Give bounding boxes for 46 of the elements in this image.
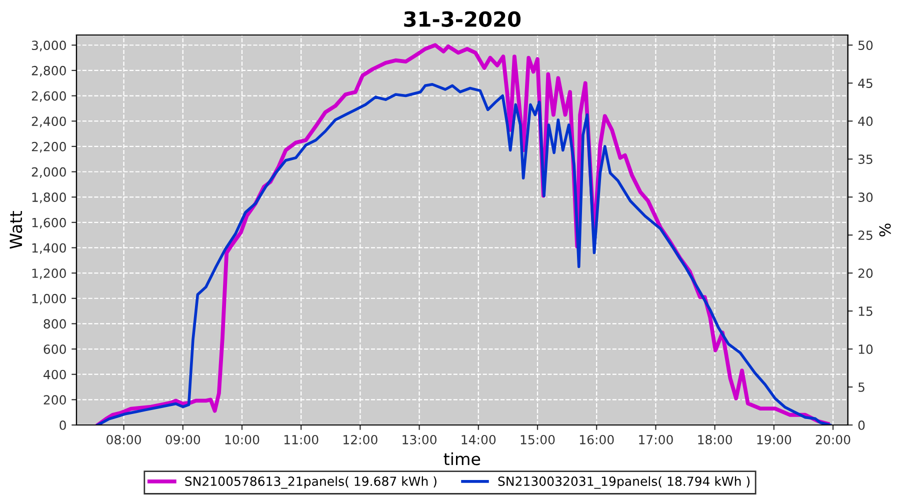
x-tick-label: 10:00 — [225, 434, 260, 444]
legend-label: SN2130032031_19panels( 18.794 kWh ) — [498, 476, 750, 489]
y-tick-label: 1,200 — [32, 268, 66, 280]
y-tick-label: 400 — [44, 370, 66, 380]
legend-label: SN2100578613_21panels( 19.687 kWh ) — [185, 476, 436, 489]
x-tick-label: 12:00 — [344, 434, 378, 444]
y2-tick-label: 50 — [858, 40, 873, 50]
x-tick-label: 16:00 — [580, 434, 614, 444]
y2-tick-label: 20 — [858, 268, 873, 278]
y2-tick-label: 45 — [858, 78, 872, 88]
x-tick-label: 18:00 — [698, 434, 732, 444]
x-tick-label: 15:00 — [520, 434, 555, 444]
y-tick-label: 800 — [44, 319, 66, 329]
y2-tick-label: 35 — [858, 154, 872, 164]
x-tick-label: 14:00 — [462, 434, 496, 444]
y2-tick-label: 15 — [858, 306, 872, 316]
y-tick-label: 0 — [60, 420, 66, 430]
chart-title: 31-3-2020 — [404, 11, 521, 27]
y-tick-label: 1,800 — [32, 192, 66, 204]
y2-tick-label: 25 — [858, 230, 872, 240]
x-tick-label: 19:00 — [757, 434, 792, 444]
y-tick-label: 2,800 — [32, 66, 66, 77]
x-tick-label: 09:00 — [166, 434, 200, 444]
y-axis-title: Watt — [10, 211, 22, 249]
y-tick-label: 2,600 — [32, 91, 66, 102]
y2-tick-label: 5 — [858, 382, 864, 392]
y-tick-label: 2,200 — [32, 142, 66, 153]
y2-tick-label: 10 — [858, 344, 873, 354]
y2-tick-label: 40 — [858, 116, 873, 126]
y2-tick-label: 0 — [858, 420, 865, 430]
y2-axis-title: % — [879, 224, 891, 236]
x-tick-label: 17:00 — [639, 434, 673, 444]
y2-tick-label: 30 — [858, 192, 873, 202]
x-axis-title: time — [444, 452, 480, 466]
x-tick-label: 11:00 — [284, 434, 318, 444]
y-tick-label: 600 — [44, 344, 66, 354]
x-tick-label: 08:00 — [106, 434, 141, 444]
x-tick-label: 20:00 — [816, 434, 850, 444]
x-tick-label: 13:00 — [402, 434, 436, 444]
y-tick-label: 2,400 — [32, 116, 66, 128]
y-tick-label: 1,600 — [32, 218, 66, 229]
y-tick-label: 1,400 — [32, 243, 66, 254]
y-tick-label: 3,000 — [32, 40, 66, 52]
y-tick-label: 1,000 — [32, 294, 66, 305]
y-tick-label: 2,000 — [32, 167, 66, 178]
y-tick-label: 200 — [44, 395, 66, 405]
